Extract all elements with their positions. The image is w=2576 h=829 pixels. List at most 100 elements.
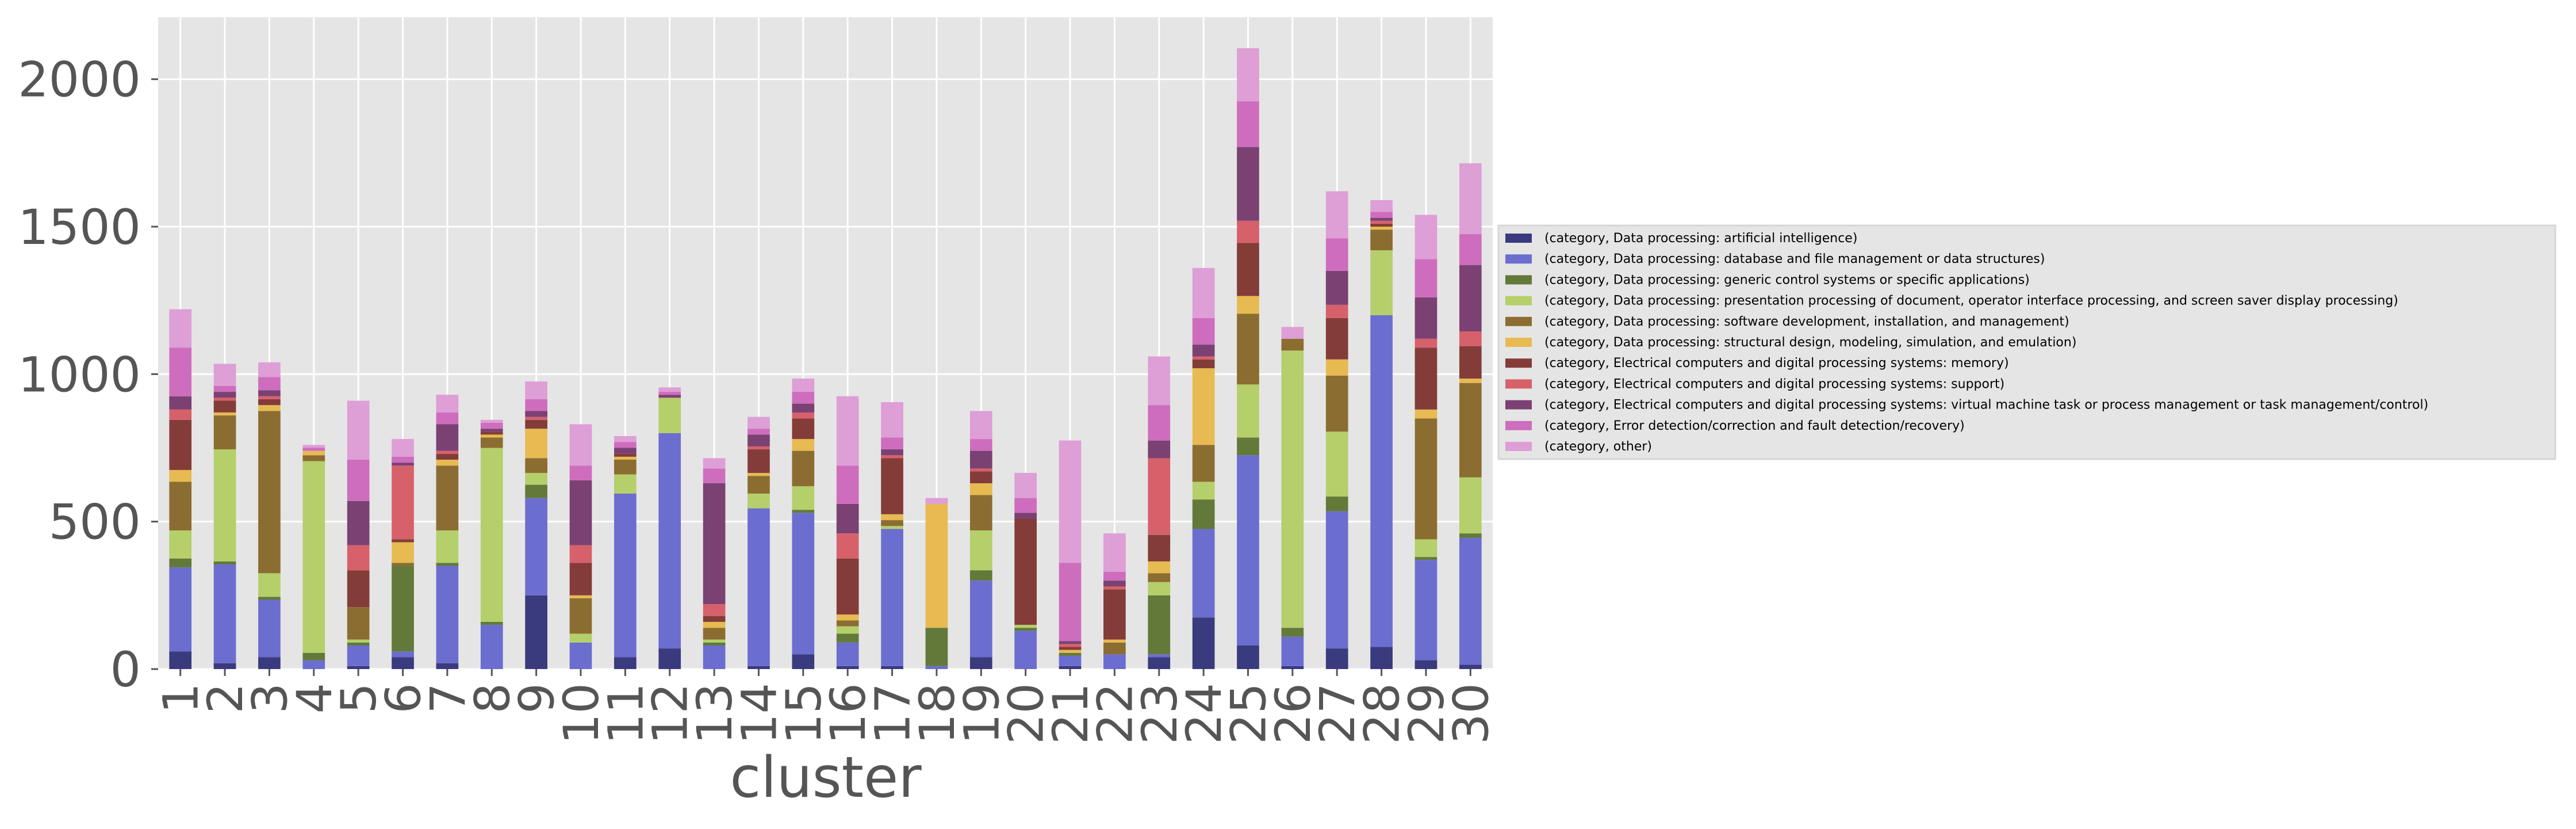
bar-segment xyxy=(392,657,414,669)
bar-segment xyxy=(302,451,325,456)
bar-segment xyxy=(347,607,370,639)
bar-segment xyxy=(970,472,992,484)
bar-segment xyxy=(1148,654,1170,657)
bar-segment xyxy=(1148,657,1170,669)
bar-segment xyxy=(1326,191,1348,238)
bar-segment xyxy=(1103,580,1126,586)
bar-segment xyxy=(392,566,414,652)
bar-segment xyxy=(881,666,903,669)
bar-segment xyxy=(392,457,414,463)
legend-swatch xyxy=(1505,421,1532,430)
bar-segment xyxy=(481,420,503,423)
bar-segment xyxy=(747,494,770,509)
bar-segment xyxy=(837,666,859,669)
bar-segment xyxy=(1059,656,1082,666)
bar-segment xyxy=(258,377,281,390)
bar-segment xyxy=(169,482,191,530)
bar-segment xyxy=(1370,315,1393,647)
y-tick-label: 1000 xyxy=(18,346,141,403)
bar-segment xyxy=(481,423,503,429)
y-tick-label: 1500 xyxy=(18,199,141,255)
bar-segment xyxy=(970,439,992,451)
bar-segment xyxy=(703,468,726,483)
bar-segment xyxy=(614,657,637,669)
bar-segment xyxy=(747,666,770,669)
bar-segment xyxy=(703,616,726,622)
bar-segment xyxy=(347,666,370,669)
bar-segment xyxy=(436,395,459,412)
bar-segment xyxy=(258,657,281,669)
bar-segment xyxy=(747,473,770,476)
bar-segment xyxy=(1059,644,1082,647)
bar-segment xyxy=(881,526,903,529)
bar-segment xyxy=(703,628,726,640)
legend-entry: (category, Electrical computers and digi… xyxy=(1544,398,2428,412)
bar-segment xyxy=(1193,345,1215,357)
legend-entry: (category, Data processing: structural d… xyxy=(1544,335,2076,350)
bar-segment xyxy=(747,476,770,494)
bar-segment xyxy=(970,411,992,439)
bar-segment xyxy=(614,457,637,460)
bar-segment xyxy=(1370,647,1393,669)
bar-segment xyxy=(258,396,281,399)
bar-segment xyxy=(258,411,281,573)
bar-segment xyxy=(570,595,592,598)
bar-segment xyxy=(481,431,503,434)
bar-segment xyxy=(258,362,281,377)
bar-segment xyxy=(1459,346,1482,379)
bar-segment xyxy=(481,622,503,625)
bar-segment xyxy=(392,563,414,566)
bar-segment xyxy=(1459,234,1482,265)
bar-segment xyxy=(302,660,325,669)
bar-segment xyxy=(792,513,814,654)
bar-segment xyxy=(258,597,281,599)
bar-segment xyxy=(1237,384,1259,437)
y-tick-label: 0 xyxy=(110,641,141,698)
y-tick-label: 2000 xyxy=(18,52,141,108)
bar-segment xyxy=(970,530,992,570)
bar-segment xyxy=(525,399,547,411)
bar-segment xyxy=(1326,431,1348,496)
bar-segment xyxy=(703,645,726,669)
bar-segment xyxy=(792,510,814,513)
bar-segment xyxy=(881,402,903,438)
bar-segment xyxy=(302,445,325,448)
bar-segment xyxy=(614,460,637,475)
bar-segment xyxy=(1326,648,1348,669)
bar-segment xyxy=(614,494,637,658)
x-axis: 1234567891011121314151617181920212223242… xyxy=(153,669,1500,744)
legend-swatch xyxy=(1505,442,1532,451)
bar-segment xyxy=(1459,331,1482,346)
bar-segment xyxy=(1282,666,1304,669)
bar-segment xyxy=(436,451,459,454)
bar-segment xyxy=(1148,582,1170,595)
legend-swatch xyxy=(1505,358,1532,368)
bar-segment xyxy=(1415,557,1438,560)
x-tick-label: 30 xyxy=(1443,683,1499,744)
bar-segment xyxy=(881,520,903,526)
bar-segment xyxy=(1237,147,1259,221)
legend-entry: (category, Data processing: artificial i… xyxy=(1544,231,1857,246)
legend-swatch xyxy=(1505,254,1532,263)
bar-segment xyxy=(1326,376,1348,431)
bar-segment xyxy=(926,498,948,504)
bar-segment xyxy=(1103,654,1126,669)
bar-segment xyxy=(392,543,414,563)
bar-segment xyxy=(1059,641,1082,644)
bar-segment xyxy=(1148,357,1170,406)
bar-segment xyxy=(614,475,637,494)
bar-segment xyxy=(169,420,191,470)
bar-segment xyxy=(1326,496,1348,511)
bar-segment xyxy=(525,420,547,429)
bar-segment xyxy=(1326,318,1348,360)
bar-segment xyxy=(837,533,859,559)
bar-segment xyxy=(1237,296,1259,314)
bar-segment xyxy=(703,458,726,468)
bar-segment xyxy=(703,604,726,616)
bar-segment xyxy=(1148,595,1170,655)
bar-segment xyxy=(570,424,592,465)
bar-segment xyxy=(570,545,592,563)
legend-entry: (category, Data processing: presentation… xyxy=(1544,294,2398,308)
bar-segment xyxy=(347,400,370,460)
bar-segment xyxy=(1282,637,1304,666)
